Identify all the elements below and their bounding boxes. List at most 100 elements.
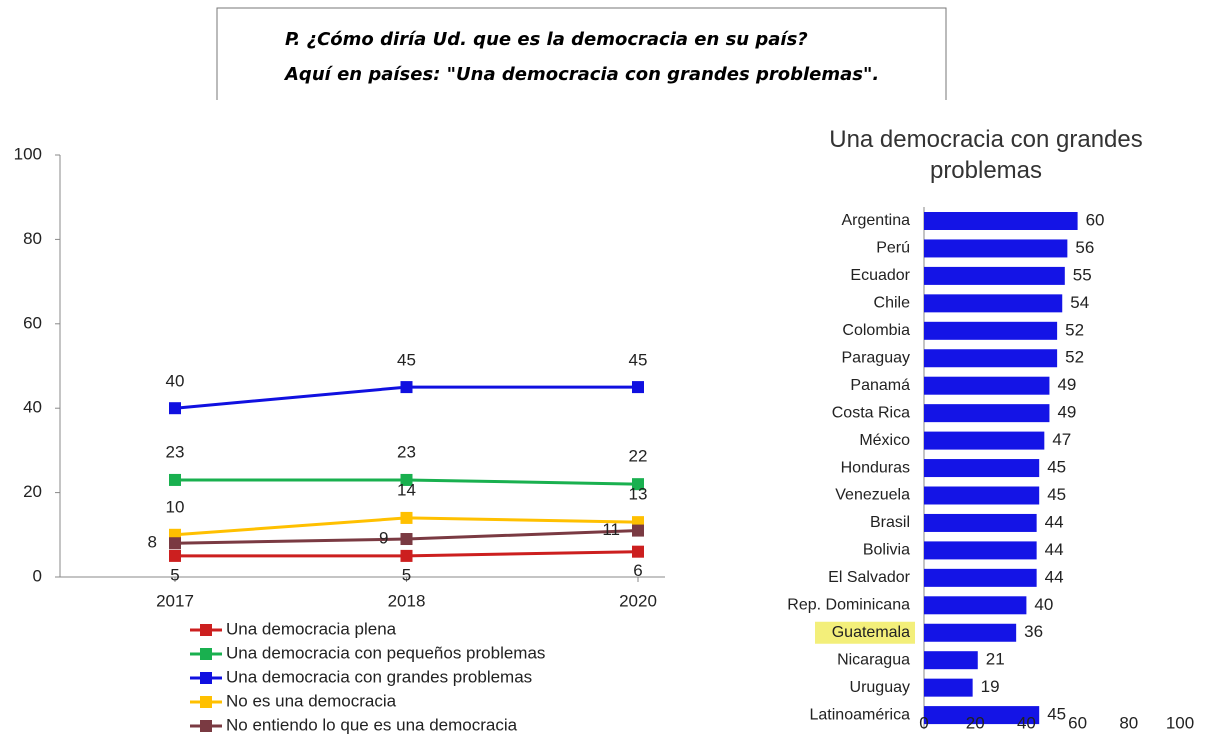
- bar: [924, 376, 1050, 395]
- data-label: 5: [402, 565, 411, 584]
- y-tick-label: Honduras: [841, 459, 910, 476]
- data-label: 49: [1057, 375, 1076, 394]
- x-tick-label: 2018: [388, 591, 426, 610]
- marker: [400, 473, 413, 486]
- y-tick-label: Rep. Dominicana: [787, 597, 910, 614]
- y-tick-label: Paraguay: [842, 349, 911, 366]
- data-label: 5: [170, 565, 179, 584]
- marker: [169, 473, 181, 486]
- data-label: 44: [1045, 567, 1064, 586]
- data-label: 23: [397, 442, 416, 461]
- data-label: 10: [166, 497, 185, 516]
- data-label: 13: [629, 485, 648, 504]
- bar: [924, 486, 1040, 505]
- data-label: 44: [1045, 512, 1064, 531]
- data-label: 49: [1057, 403, 1076, 422]
- data-label: 56: [1075, 238, 1094, 257]
- data-label: 40: [166, 372, 185, 391]
- data-label: 21: [986, 650, 1005, 669]
- x-tick-label: 2020: [619, 591, 657, 610]
- data-label: 9: [379, 529, 388, 548]
- data-label: 19: [981, 677, 1000, 696]
- y-tick-label: 80: [23, 229, 42, 248]
- y-tick-label: Chile: [874, 295, 911, 312]
- data-label: 8: [148, 533, 157, 552]
- x-tick-label: 0: [919, 713, 928, 732]
- marker: [632, 478, 644, 491]
- bar: [924, 541, 1037, 560]
- y-tick-label: Latinoamérica: [810, 706, 911, 723]
- data-label: 45: [1047, 458, 1066, 477]
- y-tick-label: Argentina: [842, 212, 911, 229]
- data-label: 45: [1047, 705, 1066, 724]
- bar: [924, 678, 973, 697]
- legend-label: Una democracia plena: [226, 619, 397, 638]
- data-label: 11: [602, 520, 620, 539]
- legend-label: Una democracia con pequeños problemas: [226, 643, 545, 662]
- legend-marker: [200, 720, 212, 732]
- legend-marker: [200, 624, 212, 636]
- y-tick-label: Brasil: [870, 514, 910, 531]
- y-tick-label: 100: [14, 144, 42, 163]
- marker: [400, 381, 413, 394]
- y-tick-label: Uruguay: [850, 679, 910, 696]
- data-label: 45: [397, 351, 416, 370]
- y-tick-label: Bolivia: [863, 542, 910, 559]
- bar: [924, 321, 1058, 340]
- y-tick-label: Guatemala: [832, 624, 910, 641]
- data-label: 45: [629, 351, 648, 370]
- legend-marker: [200, 696, 212, 708]
- y-tick-label: Costa Rica: [832, 404, 910, 421]
- data-label: 44: [1045, 540, 1064, 559]
- y-tick-label: 60: [23, 313, 42, 332]
- y-tick-label: El Salvador: [828, 569, 910, 586]
- bar: [924, 623, 1017, 642]
- y-tick-label: Ecuador: [850, 267, 910, 284]
- y-tick-label: Nicaragua: [837, 651, 910, 668]
- bar: [924, 239, 1068, 258]
- marker: [400, 549, 413, 562]
- bar: [924, 513, 1037, 532]
- marker: [400, 533, 413, 546]
- data-label: 52: [1065, 348, 1084, 367]
- x-tick-label: 40: [1017, 713, 1036, 732]
- marker: [632, 545, 644, 558]
- bar: [924, 568, 1037, 587]
- bar: [924, 459, 1040, 478]
- data-label: 40: [1034, 595, 1053, 614]
- data-label: 22: [629, 447, 648, 466]
- data-label: 45: [1047, 485, 1066, 504]
- y-tick-label: Perú: [876, 240, 910, 257]
- y-tick-label: 20: [23, 482, 42, 501]
- question: P. ¿Cómo diría Ud. que es la democracia …: [285, 29, 808, 50]
- y-tick-label: Panamá: [850, 377, 910, 394]
- data-label: 55: [1073, 265, 1092, 284]
- bar: [924, 431, 1045, 450]
- y-tick-label: 40: [23, 398, 42, 417]
- legend-label: Una democracia con grandes problemas: [226, 667, 532, 686]
- x-tick-label: 80: [1119, 713, 1138, 732]
- y-tick-label: Colombia: [842, 322, 910, 339]
- data-label: 14: [397, 480, 416, 499]
- data-label: 60: [1086, 210, 1105, 229]
- bar: [924, 349, 1058, 368]
- question-box: [216, 7, 947, 100]
- y-tick-label: México: [859, 432, 910, 449]
- y-tick-label: 0: [33, 566, 42, 585]
- bar: [924, 596, 1027, 615]
- bar: [924, 266, 1065, 285]
- legend-label: No es una democracia: [226, 691, 397, 710]
- legend-marker: [200, 672, 212, 684]
- bar: [924, 212, 1078, 230]
- x-tick-label: 20: [966, 713, 985, 732]
- marker: [169, 402, 181, 415]
- legend-marker: [200, 648, 212, 660]
- question-note: Aquí en países: "Una democracia con gran…: [283, 64, 879, 85]
- marker: [632, 524, 644, 537]
- x-tick-label: 100: [1166, 713, 1194, 732]
- data-label: 23: [166, 442, 185, 461]
- bar: [924, 651, 978, 670]
- marker: [169, 549, 181, 562]
- marker: [169, 537, 181, 550]
